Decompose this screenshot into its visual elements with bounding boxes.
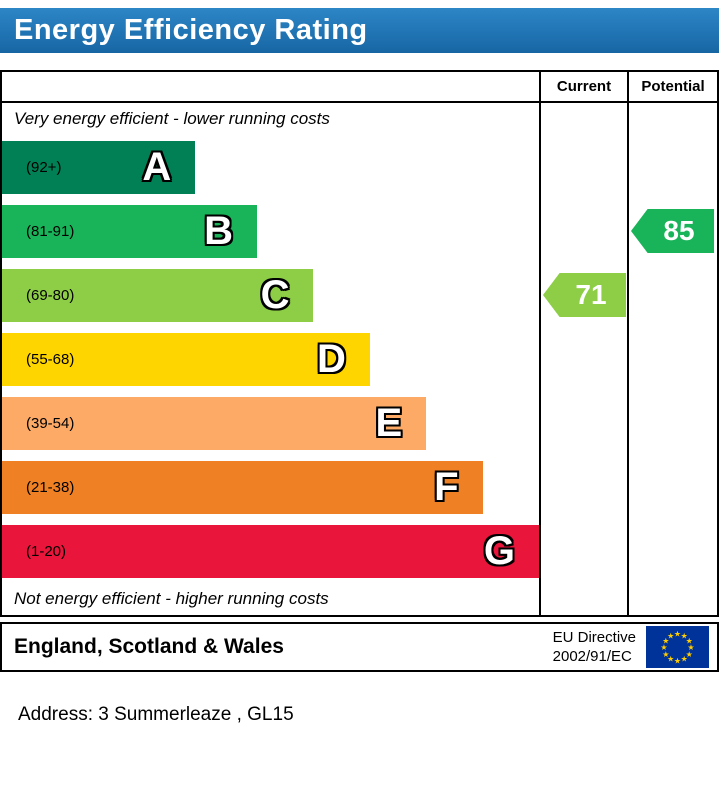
svg-text:★: ★	[667, 631, 674, 640]
svg-text:★: ★	[662, 650, 669, 659]
band-letter: C	[260, 273, 290, 317]
band-range: (39-54)	[26, 414, 75, 432]
eu-flag-stars: ★ ★ ★ ★ ★ ★ ★ ★ ★ ★ ★ ★	[660, 630, 694, 666]
footer-region-label: England, Scotland & Wales	[14, 635, 284, 658]
band-bar-c: (69-80) C	[2, 268, 314, 322]
epc-chart: Current Potential Very energy efficient …	[0, 70, 719, 617]
band-row-d: (55-68) D	[2, 327, 539, 391]
band-letter: D	[316, 337, 346, 381]
band-row-c: (69-80) C	[2, 263, 539, 327]
svg-text:★: ★	[686, 650, 693, 659]
potential-column: 85	[627, 103, 717, 615]
header-spacer	[2, 72, 539, 101]
column-header-potential: Potential	[627, 72, 717, 101]
note-top: Very energy efficient - lower running co…	[14, 109, 330, 128]
column-header-row: Current Potential	[2, 72, 717, 103]
svg-text:★: ★	[681, 631, 688, 640]
band-range: (21-38)	[26, 478, 75, 496]
eu-directive-label: EU Directive 2002/91/EC	[553, 628, 636, 667]
page-title: Energy Efficiency Rating	[14, 14, 368, 46]
eu-flag-field	[646, 626, 709, 668]
current-column: 71	[539, 103, 627, 615]
svg-text:★: ★	[674, 630, 681, 639]
band-letter: A	[142, 145, 172, 189]
potential-pointer: 85	[631, 209, 714, 253]
band-row-a: (92+) A	[2, 135, 539, 199]
eu-directive-line2: 2002/91/EC	[552, 648, 632, 665]
bands-column: Very energy efficient - lower running co…	[2, 103, 539, 615]
svg-text:★: ★	[660, 643, 667, 652]
band-letter: E	[375, 401, 403, 445]
note-bottom: Not energy efficient - higher running co…	[14, 589, 329, 608]
current-pointer: 71	[543, 273, 626, 317]
svg-text:★: ★	[681, 655, 688, 664]
band-row-b: (81-91) B	[2, 199, 539, 263]
footer-right: EU Directive 2002/91/EC ★ ★ ★ ★ ★ ★ ★ ★ …	[553, 626, 709, 668]
potential-value: 85	[663, 215, 695, 246]
eu-flag-icon: ★ ★ ★ ★ ★ ★ ★ ★ ★ ★ ★ ★	[646, 626, 709, 668]
address-line: Address: 3 Summerleaze , GL15	[18, 704, 294, 725]
band-letter: B	[204, 209, 234, 253]
band-bar-a: (92+) A	[2, 140, 196, 194]
bands: (92+) A (81-91) B (69-80) C (55-68) D (39-54) E (2…	[2, 135, 539, 583]
band-range: (55-68)	[26, 350, 75, 368]
svg-text:★: ★	[667, 655, 674, 664]
svg-text:★: ★	[662, 636, 669, 645]
header-banner: Energy Efficiency Rating	[0, 8, 719, 53]
band-range: (69-80)	[26, 286, 75, 304]
band-row-e: (39-54) E	[2, 391, 539, 455]
band-bar-d: (55-68) D	[2, 332, 370, 386]
band-row-g: (1-20) G	[2, 519, 539, 583]
band-bar-f: (21-38) F	[2, 460, 483, 514]
band-range: (81-91)	[26, 222, 75, 240]
eu-directive-line1: EU Directive	[552, 628, 636, 646]
band-bar-b: (81-91) B	[2, 204, 258, 258]
band-letter: G	[483, 529, 515, 573]
band-bar-e: (39-54) E	[2, 396, 427, 450]
column-header-current: Current	[539, 72, 627, 101]
band-letter: F	[434, 465, 459, 509]
band-bar-g: (1-20) G	[2, 524, 539, 578]
svg-text:★: ★	[686, 636, 693, 645]
svg-text:★: ★	[687, 643, 694, 652]
band-range: (1-20)	[26, 542, 67, 560]
svg-text:★: ★	[674, 657, 681, 666]
current-value: 71	[575, 279, 607, 310]
footer: England, Scotland & Wales EU Directive 2…	[0, 622, 719, 672]
chart-body: Very energy efficient - lower running co…	[2, 103, 717, 615]
band-range: (92+)	[26, 158, 62, 176]
band-row-f: (21-38) F	[2, 455, 539, 519]
